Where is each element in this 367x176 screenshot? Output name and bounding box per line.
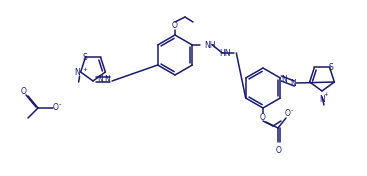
Text: O: O bbox=[260, 112, 266, 121]
Text: HN: HN bbox=[219, 49, 230, 58]
Text: S: S bbox=[328, 63, 333, 72]
Text: N: N bbox=[97, 76, 103, 84]
Text: N: N bbox=[104, 76, 110, 84]
Text: O: O bbox=[172, 21, 178, 30]
Text: S: S bbox=[83, 53, 88, 62]
Text: +: + bbox=[83, 67, 87, 71]
Text: +: + bbox=[324, 92, 328, 97]
Text: O: O bbox=[53, 103, 59, 112]
Text: N: N bbox=[290, 78, 296, 87]
Text: NH: NH bbox=[204, 40, 216, 49]
Text: O: O bbox=[285, 109, 291, 118]
Text: -: - bbox=[59, 101, 61, 107]
Text: N: N bbox=[319, 95, 325, 104]
Text: O: O bbox=[276, 146, 282, 155]
Text: N: N bbox=[74, 68, 80, 77]
Text: N: N bbox=[281, 76, 287, 84]
Text: -: - bbox=[291, 107, 293, 113]
Text: O: O bbox=[21, 87, 27, 96]
